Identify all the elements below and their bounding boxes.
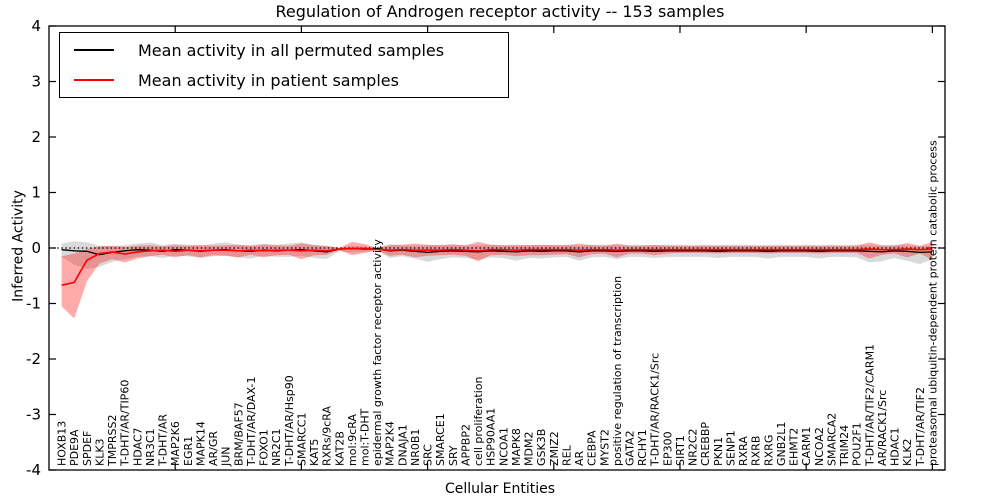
x-tick-label: cell proliferation xyxy=(472,376,485,466)
x-tick-label: AR xyxy=(573,450,586,466)
x-tick-label: EGR1 xyxy=(182,436,195,466)
x-tick-label: T-DHT/AR/DAX-1 xyxy=(245,377,258,467)
x-tick-label: HDAC7 xyxy=(131,427,144,466)
x-tick-label: GATA2 xyxy=(624,430,637,466)
y-tick-label: 3 xyxy=(31,73,41,91)
legend-label-permuted: Mean activity in all permuted samples xyxy=(138,40,445,60)
y-axis-label: Inferred Activity xyxy=(10,190,27,302)
x-tick-label: REL xyxy=(560,444,573,466)
x-axis-label: Cellular Entities xyxy=(444,481,556,497)
x-tick-label: SRC xyxy=(422,444,435,466)
x-tick-label: POU2F1 xyxy=(851,422,864,466)
x-tick-label: MAP2K4 xyxy=(384,421,397,466)
x-tick-label: SMARCA2 xyxy=(825,413,838,466)
x-tick-label: NR3C1 xyxy=(144,428,157,466)
y-tick-label: -3 xyxy=(26,406,41,424)
x-tick-label: mol:T-DHT xyxy=(359,408,372,466)
x-tick-label: RCHY1 xyxy=(636,429,649,466)
legend: Mean activity in all permuted samples Me… xyxy=(59,32,509,98)
x-tick-label: MYST2 xyxy=(598,429,611,466)
x-tick-label: GNB2L1 xyxy=(775,422,788,466)
x-tick-label: T-DHT/AR/Hsp90 xyxy=(283,375,296,467)
x-tick-label: SIRT1 xyxy=(674,435,687,466)
legend-label-patient: Mean activity in patient samples xyxy=(138,70,399,90)
x-tick-label: RXRA xyxy=(737,436,750,466)
y-tick-label: -2 xyxy=(26,350,41,368)
x-tick-label: T-DHT/AR/TIP60 xyxy=(119,380,132,467)
x-tick-label: T-DHT/AR/TIF2 xyxy=(914,387,927,467)
x-tick-label: positive regulation of transcription xyxy=(611,276,624,466)
x-tick-label: APPBP2 xyxy=(460,424,473,466)
x-tick-label: KLK2 xyxy=(901,438,914,466)
x-tick-label: SMARCE1 xyxy=(434,413,447,466)
x-tick-label: T-DHT/AR/TIF2/CARM1 xyxy=(863,344,876,467)
y-tick-label: 4 xyxy=(31,17,41,35)
y-tick-label: 1 xyxy=(31,184,41,202)
x-tick-label: NCOA1 xyxy=(497,427,510,466)
x-tick-label: NR0B1 xyxy=(409,429,422,466)
x-tick-label: T-DHT/AR xyxy=(157,414,170,467)
y-tick-label: -1 xyxy=(26,295,41,313)
x-tick-label: EP300 xyxy=(661,431,674,466)
x-tick-label: epidermal growth factor receptor activit… xyxy=(371,239,384,466)
x-tick-label: KLK3 xyxy=(94,438,107,466)
x-tick-label: mol:9cRA xyxy=(346,414,359,466)
y-tick-label: -4 xyxy=(26,461,41,479)
x-tick-label: BRM/BAF57 xyxy=(232,402,245,466)
x-tick-label: SENP1 xyxy=(725,430,738,466)
x-tick-label: ZMIZ2 xyxy=(548,431,561,466)
x-tick-label: TRIM24 xyxy=(838,425,851,467)
x-tick-label: T-DHT/AR/RACK1/Src xyxy=(649,353,662,467)
x-tick-label: MDM2 xyxy=(523,432,536,466)
x-tick-label: SRY xyxy=(447,445,460,466)
series-line-patient xyxy=(61,247,933,286)
x-tick-label: NR2C1 xyxy=(270,428,283,466)
x-tick-label: CEBPA xyxy=(586,430,599,466)
x-tick-label: GSK3B xyxy=(535,429,548,466)
x-tick-label: TMPRSS2 xyxy=(106,415,119,467)
legend-item-permuted: Mean activity in all permuted samples xyxy=(74,37,508,63)
x-tick-label: AR/RACK1/Src xyxy=(876,390,889,466)
chart-title: Regulation of Androgen receptor activity… xyxy=(275,2,725,21)
x-tick-label: EHMT2 xyxy=(788,428,801,466)
x-tick-label: HSP90AA1 xyxy=(485,408,498,466)
x-tick-label: FOXO1 xyxy=(258,429,271,466)
x-tick-label: CREBBP xyxy=(699,422,712,466)
x-tick-label: DNAJA1 xyxy=(396,424,409,466)
x-tick-label: MAP2K6 xyxy=(169,421,182,466)
x-tick-label: KAT5 xyxy=(308,439,321,466)
x-tick-label: AR/GR xyxy=(207,431,220,466)
x-tick-label: RXRB xyxy=(750,436,763,466)
x-tick-label: CARM1 xyxy=(800,427,813,466)
x-tick-label: PDE9A xyxy=(68,429,81,466)
x-tick-label: SPDEF xyxy=(81,431,94,466)
x-tick-label: SMARCC1 xyxy=(295,413,308,466)
x-tick-label: RXRG xyxy=(762,435,775,466)
x-tick-label: HDAC1 xyxy=(889,427,902,466)
legend-line-permuted-icon xyxy=(74,49,114,51)
x-tick-label: proteasomal ubiquitin-dependent protein … xyxy=(926,140,939,466)
x-tick-label: MAPK14 xyxy=(194,421,207,466)
legend-line-patient-icon xyxy=(74,79,114,81)
x-tick-label: NR2C2 xyxy=(687,428,700,466)
y-tick-label: 2 xyxy=(31,128,41,146)
x-tick-label: RXRs/9cRA xyxy=(321,405,334,466)
x-tick-label: PKN1 xyxy=(712,437,725,466)
x-tick-label: NCOA2 xyxy=(813,427,826,466)
x-tick-label: KAT2B xyxy=(333,431,346,466)
y-tick-label: 0 xyxy=(31,239,41,257)
x-tick-label: JUN xyxy=(220,446,233,467)
legend-item-patient: Mean activity in patient samples xyxy=(74,67,508,93)
x-tick-label: HOXB13 xyxy=(56,421,69,466)
x-tick-label: MAPK8 xyxy=(510,428,523,466)
